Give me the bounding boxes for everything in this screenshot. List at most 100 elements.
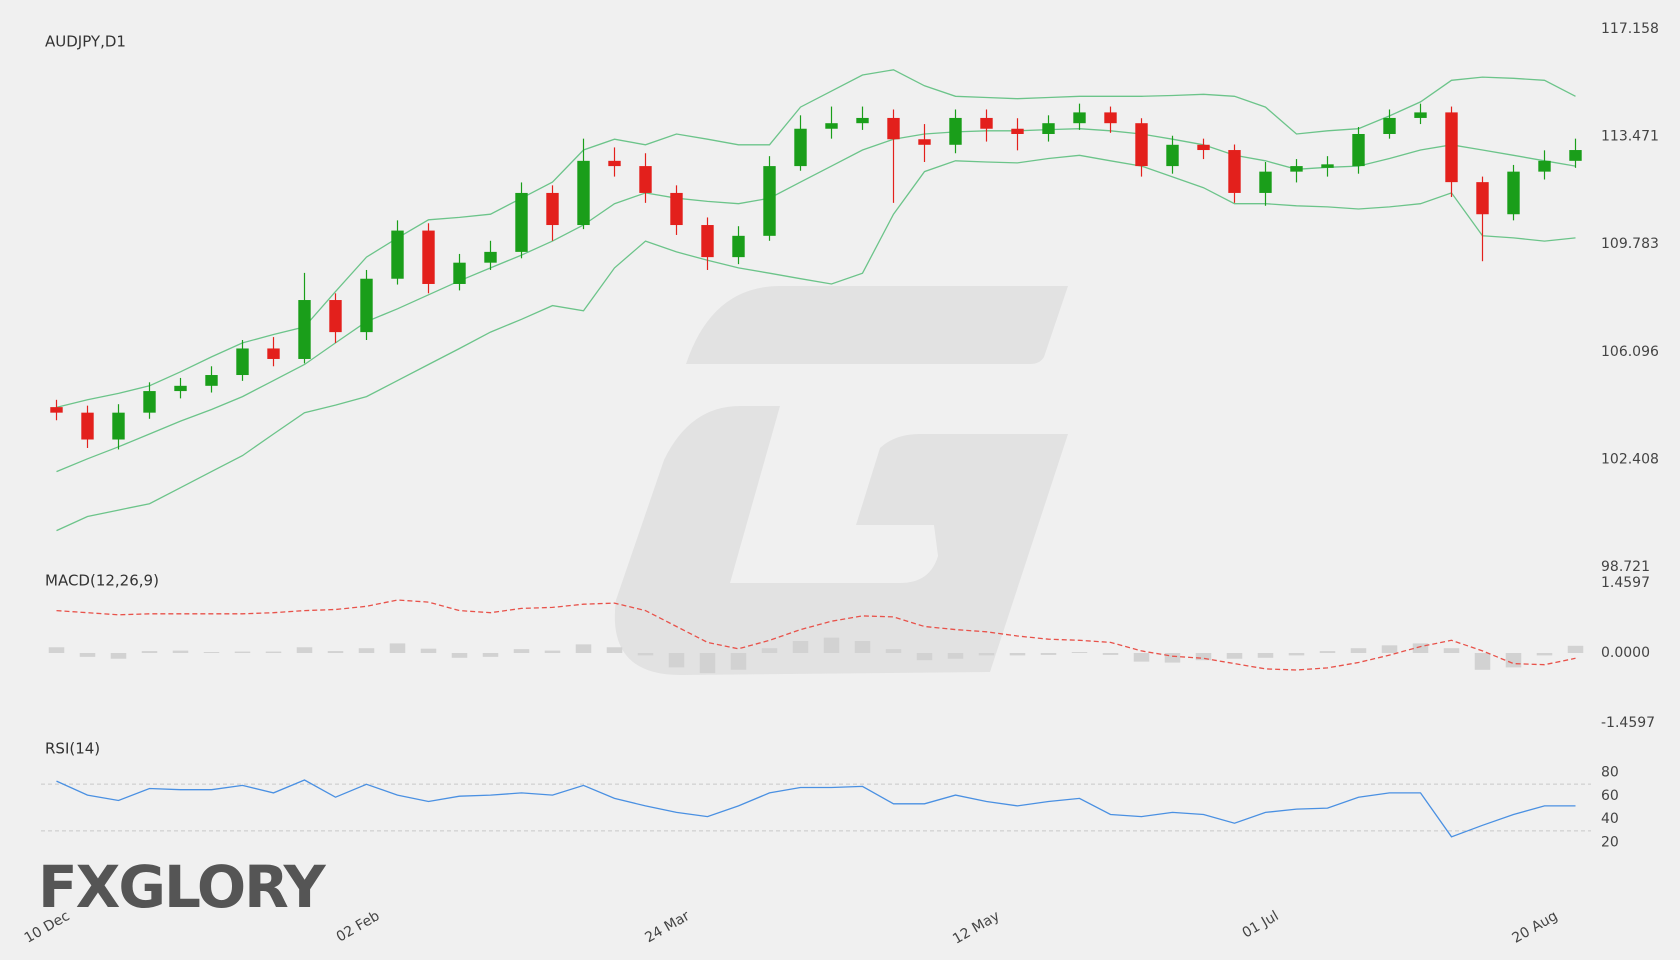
histogram-bar xyxy=(1319,651,1336,653)
y-tick-label: 117.158 xyxy=(1601,21,1659,37)
candle-body xyxy=(81,412,94,440)
histogram-bar xyxy=(79,653,96,657)
histogram-bar xyxy=(1040,653,1057,655)
histogram-bar xyxy=(885,649,902,653)
candle-body xyxy=(577,160,590,226)
y-tick-label: 106.096 xyxy=(1601,344,1659,360)
x-tick-label: 20 Aug xyxy=(1510,908,1561,947)
candle-body xyxy=(794,128,807,167)
x-tick-label: 02 Feb xyxy=(334,908,383,945)
candle-body xyxy=(1135,123,1148,167)
histogram-bar xyxy=(1102,653,1119,655)
logo: FXGLORY xyxy=(38,853,327,921)
candle-body xyxy=(1383,117,1396,134)
candle-body xyxy=(670,192,683,226)
histogram-bar xyxy=(141,651,158,653)
candle-body xyxy=(515,192,528,252)
candle-body xyxy=(1042,123,1055,134)
rsi-line xyxy=(56,779,1576,838)
y-tick-label: 20 xyxy=(1601,835,1619,851)
histogram-bar xyxy=(265,651,282,653)
histogram-bar xyxy=(699,653,716,674)
histogram-bar xyxy=(172,650,189,653)
watermark xyxy=(614,286,1068,675)
candle-body xyxy=(1166,144,1179,167)
y-tick-label: 1.4597 xyxy=(1601,575,1650,591)
candle-body xyxy=(329,300,342,333)
candle-body xyxy=(1507,171,1520,215)
candle-body xyxy=(608,160,621,167)
candle-body xyxy=(267,348,280,359)
candle-body xyxy=(546,192,559,226)
histogram-bar xyxy=(668,653,685,668)
histogram-bar xyxy=(1257,653,1274,658)
histogram-bar xyxy=(203,652,220,653)
y-tick-label: 109.783 xyxy=(1601,236,1659,252)
histogram-bar xyxy=(606,647,623,653)
histogram-bar xyxy=(482,653,499,657)
histogram-bar xyxy=(1443,648,1460,653)
histogram-bar xyxy=(1226,653,1243,659)
candle-body xyxy=(484,251,497,263)
histogram-bar xyxy=(420,648,437,653)
histogram-bar xyxy=(761,648,778,653)
histogram-bar xyxy=(978,653,995,656)
candle-body xyxy=(453,262,466,284)
candle-body xyxy=(50,407,63,413)
candle-body xyxy=(1476,182,1489,215)
histogram-bar xyxy=(1164,653,1181,663)
y-tick-label: 102.408 xyxy=(1601,451,1659,467)
panel-title: MACD(12,26,9) xyxy=(45,572,159,590)
histogram-bar xyxy=(1536,653,1553,656)
y-tick-label: 60 xyxy=(1601,788,1619,804)
candle-body xyxy=(236,348,249,376)
y-tick-label: 40 xyxy=(1601,811,1619,827)
histogram-bar xyxy=(1071,652,1088,653)
histogram-bar xyxy=(1567,645,1584,653)
y-tick-label: 98.721 xyxy=(1601,559,1650,575)
candle-body xyxy=(1073,112,1086,124)
histogram-bar xyxy=(544,650,561,653)
histogram-bar xyxy=(947,653,964,659)
candle-body xyxy=(391,230,404,279)
panel-title: RSI(14) xyxy=(45,740,100,758)
candle-body xyxy=(422,230,435,284)
histogram-bar xyxy=(234,651,251,653)
y-tick-label: -1.4597 xyxy=(1601,715,1655,731)
histogram-bar xyxy=(1133,653,1150,662)
candle-body xyxy=(1011,128,1024,134)
y-tick-label: 80 xyxy=(1601,764,1619,780)
candle-body xyxy=(949,117,962,145)
y-tick-label: 113.471 xyxy=(1601,129,1659,145)
histogram-bar xyxy=(1412,643,1429,653)
candle-body xyxy=(980,117,993,129)
histogram-bar xyxy=(1009,653,1026,656)
bollinger-band xyxy=(56,154,1576,532)
candle-body xyxy=(1321,164,1334,168)
chart-title: AUDJPY,D1 xyxy=(45,33,126,51)
histogram-bar xyxy=(389,643,406,653)
candle-body xyxy=(205,375,218,386)
histogram-bar xyxy=(1195,653,1212,661)
histogram-bar xyxy=(358,648,375,653)
histogram-bar xyxy=(1350,648,1367,653)
candle-body xyxy=(1259,171,1272,193)
histogram-bar xyxy=(1474,653,1491,670)
histogram-bar xyxy=(451,653,468,658)
histogram-bar xyxy=(916,653,933,661)
candle-body xyxy=(732,235,745,258)
candle-body xyxy=(1569,150,1582,161)
candle-body xyxy=(887,117,900,140)
histogram-bar xyxy=(110,653,127,659)
candle-body xyxy=(1538,160,1551,172)
candle-body xyxy=(1445,112,1458,183)
histogram-bar xyxy=(730,653,747,670)
candle-body xyxy=(1228,150,1241,193)
candle-body xyxy=(1197,144,1210,151)
histogram-bar xyxy=(327,651,344,653)
candle-body xyxy=(918,139,931,145)
candle-body xyxy=(639,166,652,193)
histogram-bar xyxy=(637,653,654,656)
x-tick-label: 24 Mar xyxy=(642,908,692,946)
